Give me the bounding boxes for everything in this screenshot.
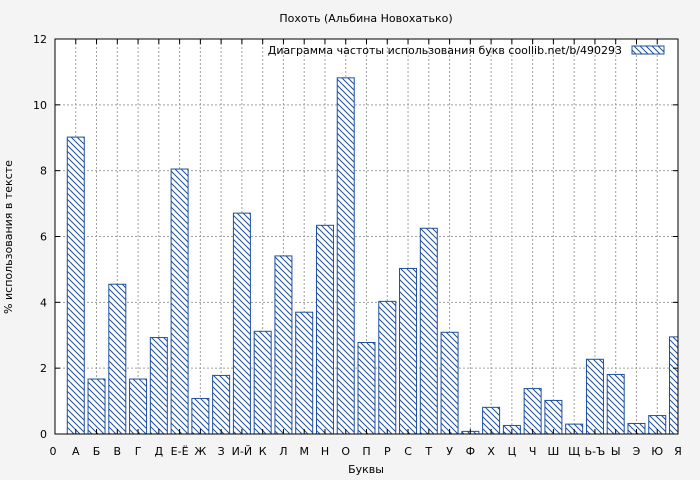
x-tick-label: Б xyxy=(93,445,101,458)
chart-title: Похоть (Альбина Новохатько) xyxy=(279,12,452,25)
x-tick-label: З xyxy=(218,445,225,458)
x-tick-label: Н xyxy=(321,445,329,458)
x-tick-label: Ж xyxy=(194,445,206,458)
x-tick-label: Я xyxy=(674,445,682,458)
y-tick-label: 8 xyxy=(40,165,47,178)
legend-label: Диаграмма частоты использования букв coo… xyxy=(268,44,622,57)
y-tick-label: 2 xyxy=(40,362,47,375)
bar xyxy=(585,358,604,435)
y-tick-label: 12 xyxy=(33,33,47,46)
bar xyxy=(253,330,272,435)
x-tick-label: Л xyxy=(279,445,287,458)
bar xyxy=(606,373,625,435)
x-tick-label: Е-Ё xyxy=(171,445,189,458)
x-tick-label: А xyxy=(72,445,80,458)
legend: Диаграмма частоты использования букв coo… xyxy=(268,44,665,57)
bar xyxy=(315,224,334,435)
bar xyxy=(191,397,210,435)
bar xyxy=(669,336,679,435)
bar xyxy=(274,255,293,435)
x-tick-label: Ю xyxy=(651,445,663,458)
x-tick-label: О xyxy=(341,445,350,458)
x-tick-label: Г xyxy=(135,445,142,458)
x-axis-label: Буквы xyxy=(348,463,384,476)
bars xyxy=(66,77,679,435)
x-axis-ticks: 0 А Б В Г Д Е-Ё Ж З И-Й К Л М Н О П Р С Т У Ф Х Ц Ч Ш Щ Ь-Ъ Ы Э Ю Я xyxy=(50,39,682,458)
x-tick-label: Х xyxy=(487,445,495,458)
x-tick-label: П xyxy=(362,445,370,458)
bar xyxy=(357,341,376,435)
y-tick-label: 10 xyxy=(33,99,47,112)
bar xyxy=(170,168,189,435)
y-axis-ticks: 0 2 4 6 8 10 12 xyxy=(33,33,678,441)
bar xyxy=(149,337,168,435)
y-tick-label: 4 xyxy=(40,296,47,309)
bar xyxy=(212,374,231,435)
bar xyxy=(108,283,127,435)
x-tick-label: Щ xyxy=(568,445,580,458)
bar xyxy=(419,227,438,435)
y-axis-label: % использования в тексте xyxy=(2,160,15,314)
x-tick-label: Ы xyxy=(611,445,621,458)
bar xyxy=(129,378,148,435)
x-tick-label: М xyxy=(299,445,309,458)
x-tick-label: С xyxy=(404,445,412,458)
x-tick-label: Э xyxy=(633,445,641,458)
x-tick-label: Р xyxy=(384,445,391,458)
bar xyxy=(544,399,563,435)
x-tick-label: Ц xyxy=(508,445,517,458)
bar xyxy=(66,136,85,435)
x-tick-label: К xyxy=(259,445,267,458)
bar xyxy=(378,300,397,435)
y-tick-label: 6 xyxy=(40,231,47,244)
x-tick-label: Ф xyxy=(466,445,475,458)
x-tick-label: 0 xyxy=(50,445,57,458)
x-tick-label: Д xyxy=(155,445,164,458)
bar xyxy=(523,388,542,435)
bar xyxy=(87,378,106,435)
bar xyxy=(232,212,251,435)
x-tick-label: Ь-Ъ xyxy=(585,445,606,458)
x-tick-label: У xyxy=(446,445,453,458)
bar xyxy=(336,77,355,435)
x-tick-label: В xyxy=(114,445,122,458)
bar xyxy=(295,311,314,435)
bar xyxy=(399,267,418,435)
x-tick-label: Т xyxy=(424,445,432,458)
y-tick-label: 0 xyxy=(40,428,47,441)
x-tick-label: Ш xyxy=(548,445,560,458)
legend-swatch xyxy=(631,45,665,55)
bar xyxy=(440,331,459,435)
x-tick-label: И-Й xyxy=(232,445,252,458)
x-tick-label: Ч xyxy=(529,445,537,458)
